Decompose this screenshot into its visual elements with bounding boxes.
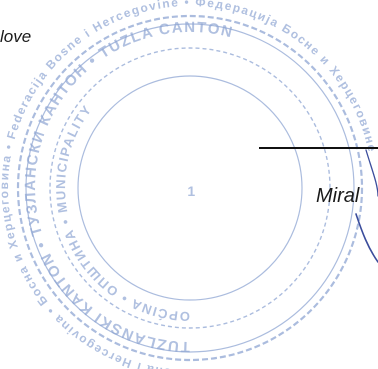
seal-center-text: 1 — [187, 183, 196, 199]
signatory-name-fragment: Miral — [316, 185, 360, 207]
document-text-fragment: love — [0, 27, 32, 46]
signature-line — [259, 147, 378, 149]
